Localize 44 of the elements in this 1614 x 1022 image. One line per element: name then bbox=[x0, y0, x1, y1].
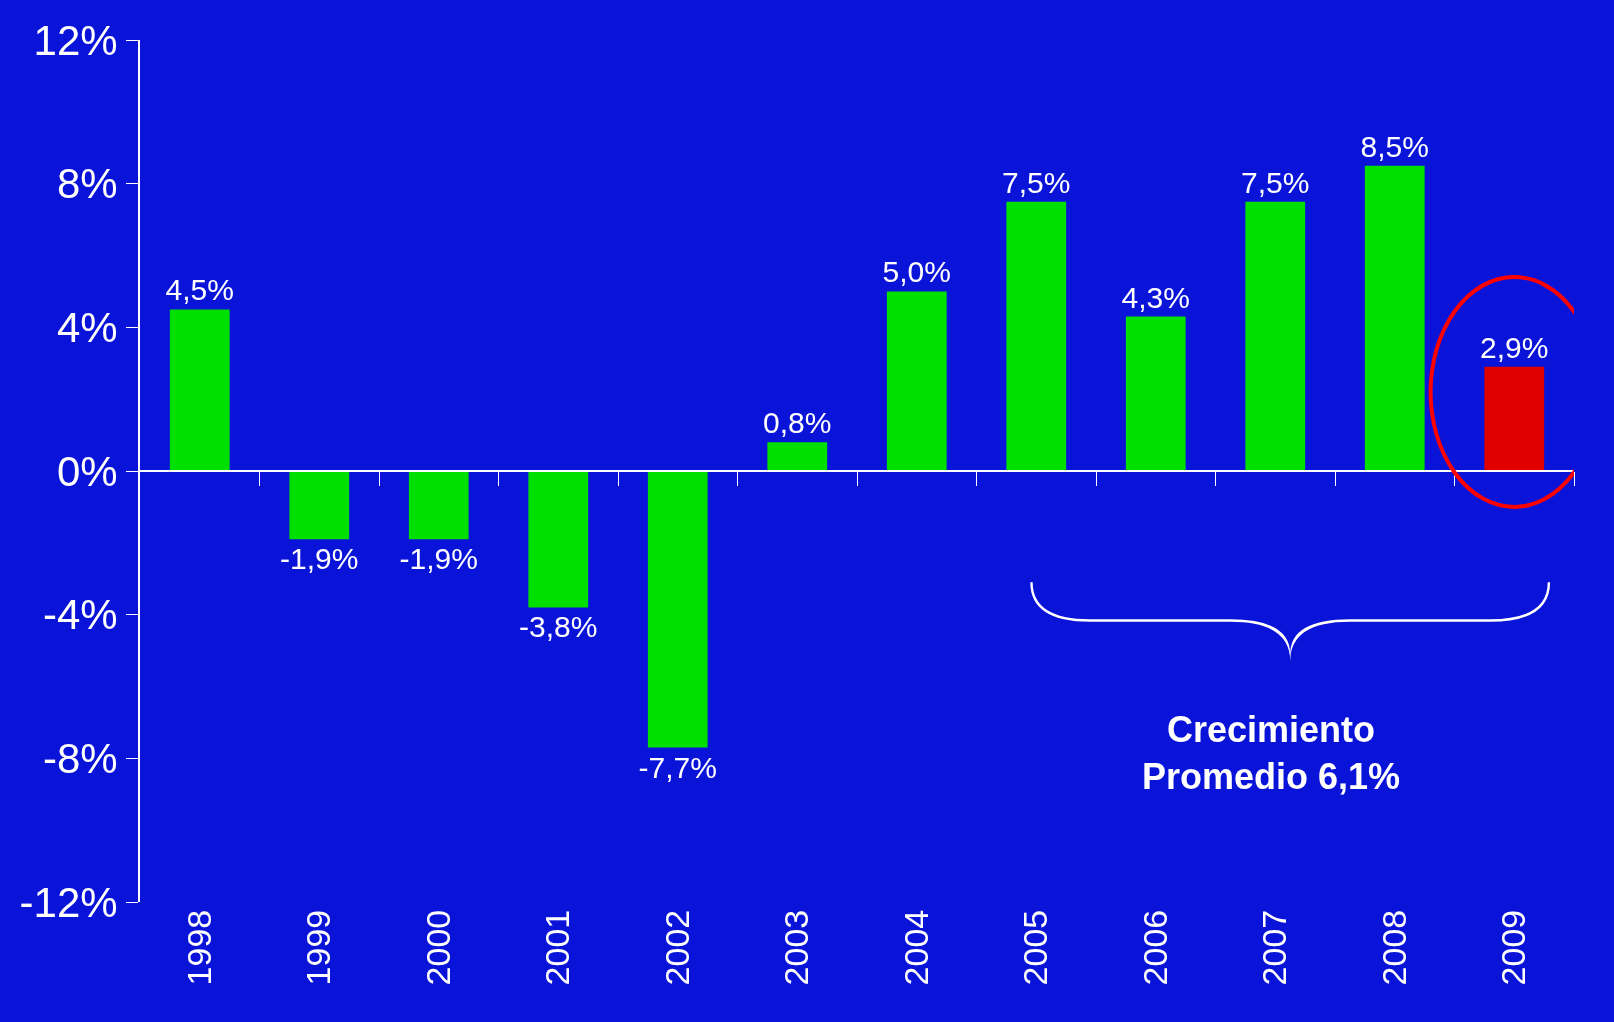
bar bbox=[886, 291, 947, 471]
data-label: -1,9% bbox=[280, 542, 359, 576]
x-tick-label: 2005 bbox=[1016, 909, 1055, 986]
x-tick-label: 2009 bbox=[1494, 909, 1533, 986]
data-label: -3,8% bbox=[519, 610, 598, 644]
y-tick-label: -4% bbox=[42, 591, 118, 639]
data-label: 0,8% bbox=[763, 406, 832, 440]
data-label: 4,5% bbox=[165, 273, 234, 307]
annotation: Crecimiento Promedio 6,1% bbox=[1142, 709, 1401, 797]
y-tick-label: 0% bbox=[56, 447, 118, 495]
bar bbox=[767, 442, 828, 471]
bar bbox=[1484, 366, 1545, 471]
data-label: 4,3% bbox=[1121, 280, 1190, 314]
bar bbox=[1006, 201, 1067, 471]
bar bbox=[1245, 201, 1306, 471]
bar bbox=[1364, 165, 1425, 471]
y-tick-label: -8% bbox=[42, 735, 118, 783]
y-tick-label: 8% bbox=[56, 160, 118, 208]
data-label: 2,9% bbox=[1480, 330, 1549, 364]
x-tick-label: 2000 bbox=[418, 909, 457, 986]
bar bbox=[408, 471, 469, 540]
bar bbox=[528, 471, 589, 608]
x-tick-label: 2002 bbox=[657, 909, 696, 986]
data-label: 5,0% bbox=[882, 255, 951, 289]
x-tick-label: 2004 bbox=[896, 909, 935, 986]
x-tick-label: 2007 bbox=[1255, 909, 1294, 986]
y-tick-label: -12% bbox=[19, 878, 118, 926]
data-label: -7,7% bbox=[638, 750, 717, 784]
x-tick-label: 2001 bbox=[538, 909, 577, 986]
x-tick-label: 1999 bbox=[299, 909, 338, 986]
bar bbox=[289, 471, 350, 540]
x-tick-label: 2006 bbox=[1135, 909, 1174, 986]
y-tick-label: 12% bbox=[33, 16, 118, 64]
data-label: 7,5% bbox=[1241, 165, 1310, 199]
y-tick-label: 4% bbox=[56, 304, 118, 352]
bar bbox=[1125, 316, 1186, 471]
x-tick-label: 2008 bbox=[1374, 909, 1413, 986]
data-label: 7,5% bbox=[1002, 165, 1071, 199]
data-label: -1,9% bbox=[399, 542, 478, 576]
data-label: 8,5% bbox=[1360, 129, 1429, 163]
bar bbox=[169, 309, 230, 471]
bar bbox=[647, 471, 708, 748]
x-tick-label: 2003 bbox=[777, 909, 816, 986]
x-tick-label: 1998 bbox=[179, 909, 218, 986]
